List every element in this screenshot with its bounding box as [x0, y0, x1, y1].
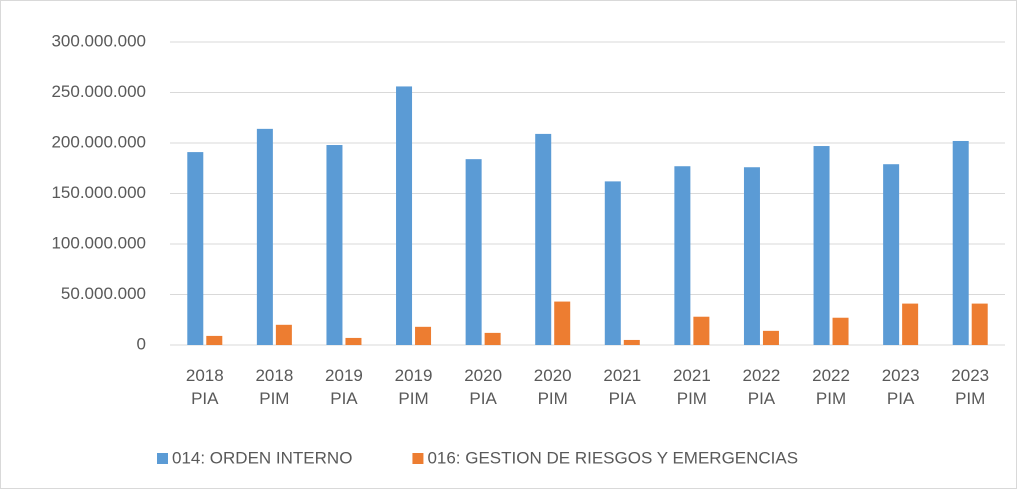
- x-tick-label: 2018 PIA: [185, 366, 224, 408]
- x-tick-label: 2018 PIM: [255, 366, 294, 408]
- bar: [256, 128, 273, 345]
- bar: [554, 301, 571, 345]
- bar: [693, 316, 710, 345]
- bar: [623, 339, 640, 345]
- legend-label: 016: GESTION DE RIESGOS Y EMERGENCIAS: [427, 448, 798, 467]
- bar: [883, 164, 900, 345]
- x-tick-label: 2023 PIA: [881, 366, 920, 408]
- bar: [275, 324, 292, 345]
- x-tick-label: 2020 PIM: [533, 366, 572, 408]
- x-tick-label: 2021 PIM: [672, 366, 711, 408]
- x-tick-label: 2021 PIA: [603, 366, 642, 408]
- bar: [484, 332, 501, 345]
- x-tick-label: 2023 PIM: [951, 366, 990, 408]
- legend-swatch: [412, 453, 424, 464]
- x-tick-label: 2022 PIM: [812, 366, 850, 408]
- y-tick-label: 200.000.000: [51, 132, 146, 151]
- bar: [465, 159, 482, 345]
- bar: [762, 330, 779, 345]
- y-tick-label: 100.000.000: [51, 233, 146, 252]
- legend-label: 014: ORDEN INTERNO: [172, 448, 352, 467]
- y-tick-label: 250.000.000: [51, 82, 146, 101]
- legend-swatch: [157, 453, 168, 464]
- y-tick-label: 0: [137, 334, 146, 353]
- x-tick-label: 2019 PIA: [325, 366, 363, 408]
- bar: [415, 326, 432, 345]
- bar: [326, 145, 343, 345]
- bar: [396, 86, 413, 345]
- bar: [832, 317, 849, 345]
- bar: [971, 303, 988, 345]
- bar: [902, 303, 919, 345]
- y-tick-label: 50.000.000: [61, 284, 146, 303]
- bar: [813, 146, 830, 345]
- bar: [187, 152, 204, 345]
- bar: [674, 166, 691, 345]
- bar: [743, 167, 760, 345]
- x-tick-label: 2019 PIM: [394, 366, 433, 408]
- bar: [206, 335, 223, 345]
- bar: [952, 140, 969, 345]
- x-tick-label: 2022 PIA: [742, 366, 781, 408]
- y-tick-label: 150.000.000: [51, 183, 146, 202]
- y-tick-label: 300.000.000: [51, 31, 146, 50]
- bar: [345, 337, 362, 345]
- x-tick-label: 2020 PIA: [464, 366, 503, 408]
- bar: [535, 133, 552, 345]
- bar: [604, 181, 621, 345]
